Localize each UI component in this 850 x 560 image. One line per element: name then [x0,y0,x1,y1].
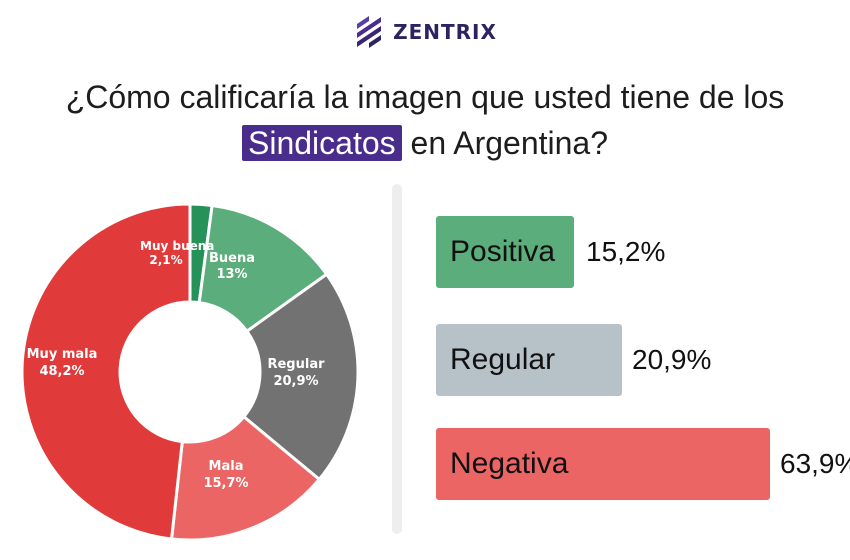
bar-value-negativa: 63,9% [780,448,850,479]
slice-value-muy-buena: 2,1% [149,253,182,267]
bar-value-positiva: 15,2% [586,236,666,267]
donut-slice-muy-mala [20,202,192,541]
bar-value-regular: 20,9% [632,344,712,375]
divider [392,184,402,534]
slice-label-buena: Buena [209,251,255,266]
slice-value-muy-mala: 48,2% [39,364,84,379]
bar-label-regular: Regular [450,343,556,376]
donut-slice-mala [169,414,322,542]
chart-question-title: ¿Cómo calificaría la imagen que usted ti… [0,74,850,166]
slice-value-regular: 20,9% [273,374,318,389]
slice-value-buena: 13% [216,267,247,282]
slice-label-muy-mala: Muy mala [27,347,98,362]
title-highlight: Sindicatos [241,125,402,161]
slice-label-muy-buena: Muy buena [140,239,214,253]
bar-label-negativa: Negativa [450,447,569,480]
donut-slice-regular [241,272,360,482]
bar-positiva: Positiva [436,216,574,288]
title-line-1: ¿Cómo calificaría la imagen que usted ti… [65,79,785,115]
bar-regular: Regular [436,324,622,396]
brand-header: ZENTRIX [0,14,850,50]
brand-name: ZENTRIX [393,20,497,44]
title-line-2: en Argentina? [401,125,609,161]
slice-value-mala: 15,7% [203,476,248,491]
slice-label-regular: Regular [267,357,325,372]
zentrix-logo-icon [357,16,382,48]
bar-negativa: Negativa [436,428,770,500]
slice-label-mala: Mala [209,459,244,474]
bar-label-positiva: Positiva [450,235,556,268]
